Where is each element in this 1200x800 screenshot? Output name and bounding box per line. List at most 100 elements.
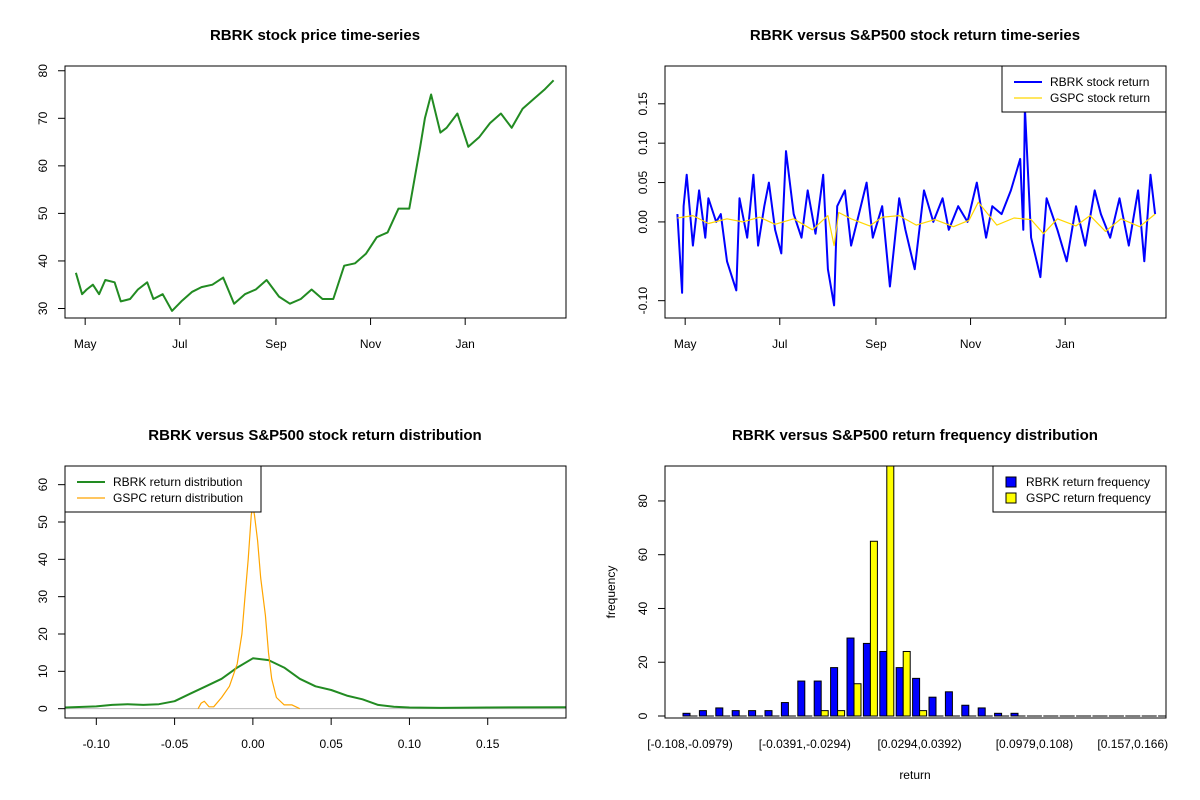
- plot-frame: [64, 65, 567, 319]
- legend-swatch: [1005, 476, 1017, 488]
- chart-title: RBRK versus S&P500 stock return time-ser…: [750, 27, 1080, 44]
- legend-label: RBRK return frequency: [1026, 475, 1150, 489]
- legend-box: [1001, 65, 1167, 113]
- bar: [698, 710, 707, 717]
- bar: [912, 677, 921, 717]
- y-tick-label: 20: [636, 655, 650, 669]
- plot-frame: [664, 65, 1167, 319]
- y-tick-label: 0.05: [636, 171, 650, 195]
- bar: [846, 637, 855, 717]
- legend: RBRK return distribution GSPC return dist…: [64, 465, 262, 513]
- bar: [862, 642, 871, 717]
- x-tick-label: [0.0979,0.108): [996, 737, 1073, 751]
- y-tick-label: 10: [36, 664, 50, 678]
- bar: [780, 702, 789, 717]
- legend-box: [992, 465, 1167, 513]
- legend-label: GSPC return frequency: [1026, 491, 1151, 505]
- bar: [944, 691, 953, 717]
- y-tick-label: 20: [36, 627, 50, 641]
- x-tick-label: -0.10: [83, 737, 111, 751]
- x-tick-label: Jul: [172, 337, 187, 351]
- y-tick-label: 0.15: [636, 92, 650, 116]
- panel-p3: RBRK versus S&P500 stock return distribu…: [36, 427, 567, 751]
- bar: [853, 683, 862, 717]
- bar: [977, 707, 986, 717]
- x-tick-label: May: [674, 337, 697, 351]
- bar: [961, 704, 970, 717]
- y-tick-label: -0.10: [636, 287, 650, 315]
- bar: [820, 710, 829, 717]
- y-tick-label: 30: [36, 590, 50, 604]
- legend-label: GSPC stock return: [1050, 91, 1150, 105]
- legend-swatch: [1005, 492, 1017, 504]
- y-tick-label: 40: [36, 552, 50, 566]
- bar: [1010, 712, 1019, 717]
- chart-title: RBRK versus S&P500 return frequency dist…: [732, 427, 1098, 444]
- x-tick-label: Sep: [865, 337, 887, 351]
- x-axis-label: return: [899, 768, 930, 782]
- x-tick-label: 0.15: [476, 737, 500, 751]
- legend-box: [64, 465, 262, 513]
- series-line-gspc-return-distribution: [197, 506, 301, 710]
- bar: [902, 650, 911, 717]
- series-group: [74, 79, 555, 312]
- chart-title: RBRK stock price time-series: [210, 27, 420, 44]
- series-line-rbrk-stock-return: [676, 106, 1157, 307]
- y-tick-label: 70: [36, 111, 50, 125]
- x-tick-label: Jul: [772, 337, 787, 351]
- legend: RBRK stock return GSPC stock return: [1001, 65, 1167, 113]
- bar: [837, 710, 846, 717]
- bar: [764, 710, 773, 717]
- bar: [813, 680, 822, 717]
- y-tick-label: 0.10: [636, 131, 650, 155]
- x-tick-label: [0.157,0.166): [1097, 737, 1168, 751]
- bar: [682, 712, 691, 717]
- bar: [869, 540, 878, 717]
- bar: [879, 650, 888, 717]
- y-axis-label: frequency: [604, 566, 618, 619]
- y-tick-label: 60: [36, 159, 50, 173]
- bars-group: [682, 466, 1166, 717]
- x-tick-label: Nov: [360, 337, 381, 351]
- bar: [715, 707, 724, 717]
- panel-p1: RBRK stock price time-series May Jul Sep Nov…: [36, 27, 567, 351]
- bar: [928, 696, 937, 717]
- bar: [994, 712, 1003, 717]
- x-tick-label: 0.05: [319, 737, 343, 751]
- bar: [748, 710, 757, 717]
- x-tick-label: Jan: [455, 337, 474, 351]
- legend: RBRK return frequency GSPC return frequen…: [992, 465, 1167, 513]
- plot-frame: [64, 465, 567, 719]
- panel-p4: RBRK versus S&P500 return frequency dist…: [604, 427, 1168, 782]
- series-line-rbrk-return-distribution: [65, 657, 566, 709]
- bar: [731, 710, 740, 717]
- bar: [830, 667, 839, 717]
- x-tick-label: [-0.0391,-0.0294): [759, 737, 851, 751]
- y-tick-label: 0: [36, 705, 50, 712]
- x-tick-label: Jan: [1055, 337, 1074, 351]
- x-tick-label: -0.05: [161, 737, 189, 751]
- x-tick-label: [-0.108,-0.0979): [647, 737, 732, 751]
- bar: [919, 710, 928, 717]
- chart-title: RBRK versus S&P500 stock return distribu…: [148, 427, 481, 444]
- y-tick-label: 40: [36, 254, 50, 268]
- bar: [895, 667, 904, 717]
- x-tick-label: 0.10: [398, 737, 422, 751]
- y-tick-label: 50: [36, 206, 50, 220]
- x-tick-label: [0.0294,0.0392): [878, 737, 962, 751]
- legend-label: RBRK stock return: [1050, 75, 1149, 89]
- bar: [886, 466, 895, 717]
- y-tick-label: 60: [636, 548, 650, 562]
- legend-label: GSPC return distribution: [113, 491, 243, 505]
- series-group: [65, 506, 566, 710]
- series-line-gspc-stock-return: [677, 201, 1156, 247]
- y-tick-label: 0.00: [636, 210, 650, 234]
- y-tick-label: 40: [636, 601, 650, 615]
- x-tick-label: May: [74, 337, 97, 351]
- y-tick-label: 0: [636, 712, 650, 719]
- legend-label: RBRK return distribution: [113, 475, 242, 489]
- y-tick-label: 80: [636, 494, 650, 508]
- x-tick-label: 0.00: [241, 737, 265, 751]
- y-tick-label: 30: [36, 301, 50, 315]
